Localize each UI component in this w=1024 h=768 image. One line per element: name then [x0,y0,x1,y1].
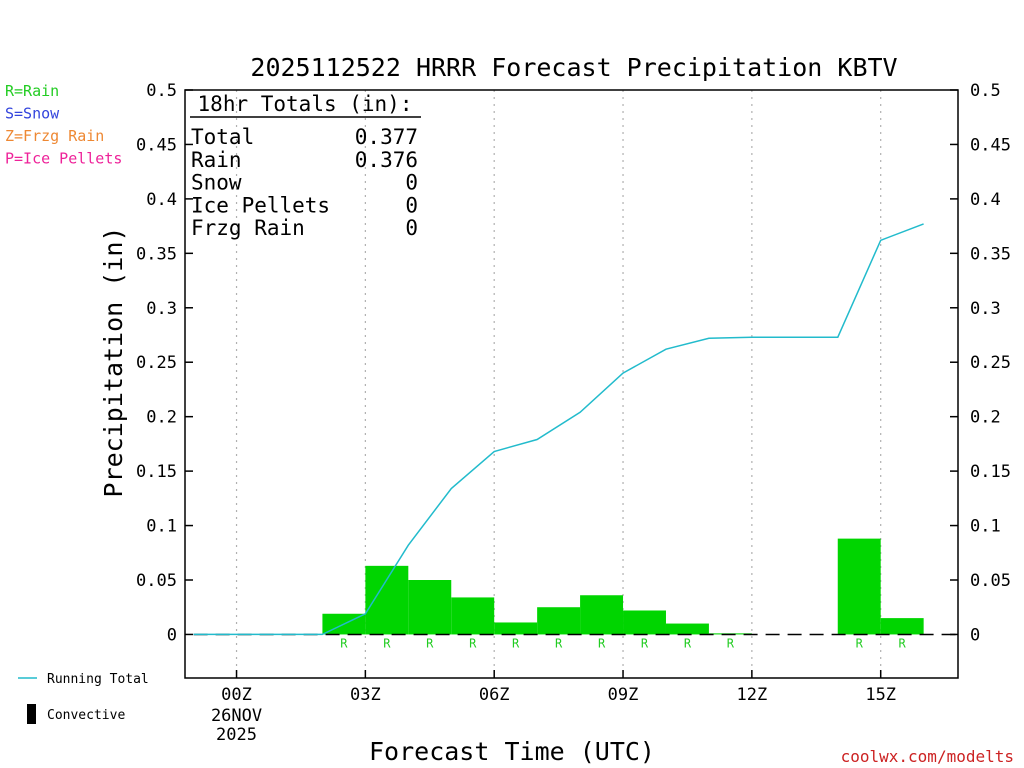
precip-bar [494,622,538,635]
y-tick-label-right: 0.1 [970,517,1001,537]
y-tick-label-left: 0.1 [146,517,177,537]
x-tick-label: 15Z [865,685,896,705]
precip-type-marker: R [383,636,391,650]
y-tick-label-right: 0.2 [970,408,1001,428]
x-tick-label: 12Z [737,685,768,705]
precip-bar [623,610,666,635]
type-legend-entry: S=Snow [5,105,60,123]
running-total-line [193,223,924,636]
credit-text: coolwx.com/modelts [841,747,1014,766]
totals-row-label: Snow [191,171,242,195]
precip-type-marker: R [512,636,520,650]
y-tick-label-left: 0.4 [146,190,177,210]
totals-row-value: 0 [405,216,418,240]
precip-type-marker: R [340,636,348,650]
plot-frame [184,89,959,679]
y-tick-label-right: 0.3 [970,299,1001,319]
precip-bar [408,580,452,635]
precip-bar [580,595,624,635]
y-tick-label-left: 0 [167,625,177,645]
type-legend-entry: R=Rain [5,82,59,100]
totals-row-label: Frzg Rain [191,216,305,240]
totals-row-label: Ice Pellets [191,193,330,217]
date-label: 2025 [216,725,257,745]
series-legend-label: Convective [47,708,125,723]
running-total-series [193,223,924,636]
x-tick-label: 00Z [221,685,252,705]
totals-row-label: Total [191,125,254,149]
series-legend-label: Running Total [47,672,149,687]
totals-heading: 18hr Totals (in): [198,92,413,116]
totals-row-value: 0.377 [355,125,418,149]
y-tick-label-right: 0.5 [970,81,1001,101]
precip-type-marker: R [469,636,477,650]
y-tick-label-left: 0.05 [136,571,177,591]
totals-box: 18hr Totals (in): Total 0.377 Rain 0.376 Sno… [190,92,421,240]
x-tick-label: 03Z [350,685,381,705]
x-tick-label: 06Z [479,685,510,705]
y-tick-label-left: 0.5 [146,81,177,101]
precip-bar [837,538,881,635]
type-legend-entry: P=Ice Pellets [5,150,122,168]
precip-type-marker: R [684,636,692,650]
totals-row-value: 0 [405,193,418,217]
y-tick-label-left: 0.3 [146,299,177,319]
series-legend: Running Total Convective [18,672,149,724]
precip-bar [365,565,409,635]
precip-type-marker: R [426,636,434,650]
totals-row-label: Rain [191,148,242,172]
y-tick-label-right: 0.4 [970,190,1001,210]
y-tick-label-left: 0.15 [136,462,177,482]
x-tick-label: 09Z [608,685,639,705]
precip-bar [451,597,495,635]
convective-legend-swatch [27,704,36,724]
precip-type-marker: R [899,636,907,650]
y-tick-label-left: 0.25 [136,353,177,373]
y-tick-label-right: 0.05 [970,571,1011,591]
grid-lines [235,90,882,678]
y-tick-label-left: 0.45 [136,135,177,155]
precip-type-marker: R [856,636,864,650]
precip-type-legend: R=Rain S=Snow Z=Frzg Rain P=Ice Pellets [5,82,122,168]
precip-type-marker: R [641,636,649,650]
y-tick-label-right: 0.25 [970,353,1011,373]
totals-row-value: 0 [405,171,418,195]
type-legend-entry: Z=Frzg Rain [5,127,104,145]
y-tick-label-right: 0 [970,625,980,645]
x-axis-label: Forecast Time (UTC) [369,737,655,766]
y-tick-label-left: 0.35 [136,244,177,264]
precip-bar [880,618,924,635]
date-label: 26NOV [211,706,262,726]
axes: 0 00.05 0.050.1 0.10.15 0.150.2 0.20.25 0.250.… [136,81,1011,745]
precip-bar [537,607,581,635]
y-tick-label-right: 0.45 [970,135,1011,155]
chart-title: 2025112522 HRRR Forecast Precipitation K… [250,53,897,82]
precip-type-marker: R [727,636,735,650]
y-tick-label-right: 0.35 [970,244,1011,264]
precip-type-marker: R [555,636,563,650]
precip-bar [665,623,709,635]
precip-type-marker: R [598,636,606,650]
y-axis-label: Precipitation (in) [99,227,128,498]
y-tick-label-right: 0.15 [970,462,1011,482]
totals-row-value: 0.376 [355,148,418,172]
y-tick-label-left: 0.2 [146,408,177,428]
